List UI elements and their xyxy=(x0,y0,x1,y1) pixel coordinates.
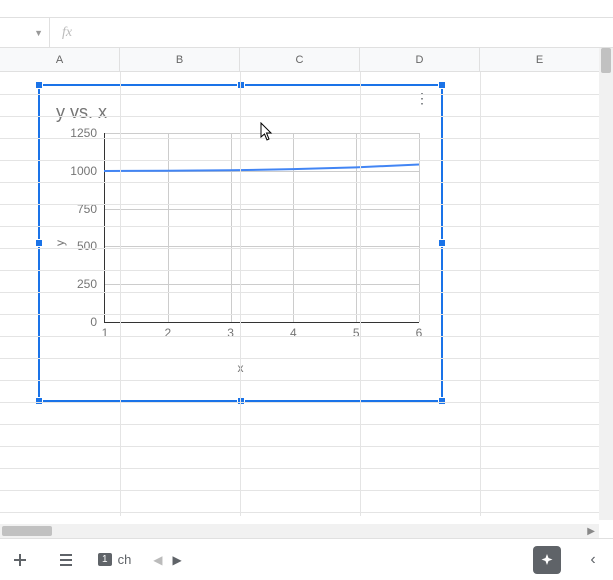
horizontal-scrollbar[interactable]: ▶ xyxy=(0,524,599,538)
resize-handle-e[interactable] xyxy=(438,239,446,247)
column-headers: ABCDE xyxy=(0,48,613,72)
column-header[interactable]: B xyxy=(120,48,240,71)
name-box[interactable]: ▼ xyxy=(0,18,50,47)
chart-x-tick: 2 xyxy=(164,322,171,340)
resize-handle-w[interactable] xyxy=(35,239,43,247)
chart-line xyxy=(104,133,419,323)
tab-prev-icon[interactable]: ◀ xyxy=(149,549,166,571)
spreadsheet-grid: ABCDE ⋮ y vs. x y 0250500750100012501234… xyxy=(0,48,613,520)
resize-handle-nw[interactable] xyxy=(35,81,43,89)
column-header[interactable]: C xyxy=(240,48,360,71)
cells-area[interactable]: ⋮ y vs. x y 025050075010001250123456 x xyxy=(0,72,613,516)
tab-navigation: ◀ ▶ xyxy=(149,549,185,571)
chart-x-tick: 3 xyxy=(227,322,234,340)
chart-menu-icon[interactable]: ⋮ xyxy=(415,96,429,100)
chart-y-tick: 500 xyxy=(77,239,105,253)
resize-handle-se[interactable] xyxy=(438,397,446,405)
tab-next-icon[interactable]: ▶ xyxy=(169,549,186,571)
chart-x-tick: 4 xyxy=(290,322,297,340)
collapse-sidebar-icon[interactable]: ‹ xyxy=(579,546,607,574)
scroll-right-icon[interactable]: ▶ xyxy=(587,526,595,537)
explore-button[interactable] xyxy=(533,546,561,574)
chart-y-axis-label: y xyxy=(53,240,67,246)
chart-x-tick: 5 xyxy=(353,322,360,340)
all-sheets-button[interactable] xyxy=(52,546,80,574)
column-header[interactable]: E xyxy=(480,48,600,71)
toolbar xyxy=(0,0,613,18)
sheet-tab-bar: 1 ch ◀ ▶ ‹ xyxy=(0,538,613,580)
sheet-comment-badge: 1 xyxy=(98,553,112,566)
chart-x-tick: 6 xyxy=(416,322,423,340)
sheet-name: ch xyxy=(118,552,132,567)
chevron-down-icon: ▼ xyxy=(34,28,43,38)
vertical-scrollbar[interactable] xyxy=(599,48,613,520)
chart-plot-area: y 025050075010001250123456 xyxy=(104,133,419,353)
fx-label: fx xyxy=(50,25,84,41)
resize-handle-sw[interactable] xyxy=(35,397,43,405)
column-header[interactable]: D xyxy=(360,48,480,71)
add-sheet-button[interactable] xyxy=(6,546,34,574)
sheet-tab[interactable]: 1 ch xyxy=(98,552,131,567)
column-header[interactable]: A xyxy=(0,48,120,71)
formula-bar-row: ▼ fx xyxy=(0,18,613,48)
horizontal-scroll-thumb[interactable] xyxy=(2,526,52,536)
vertical-scroll-thumb[interactable] xyxy=(601,48,611,73)
chart-y-tick: 250 xyxy=(77,277,105,291)
resize-handle-ne[interactable] xyxy=(438,81,446,89)
chart-y-tick: 1000 xyxy=(70,164,105,178)
chart-x-tick: 1 xyxy=(102,322,109,340)
